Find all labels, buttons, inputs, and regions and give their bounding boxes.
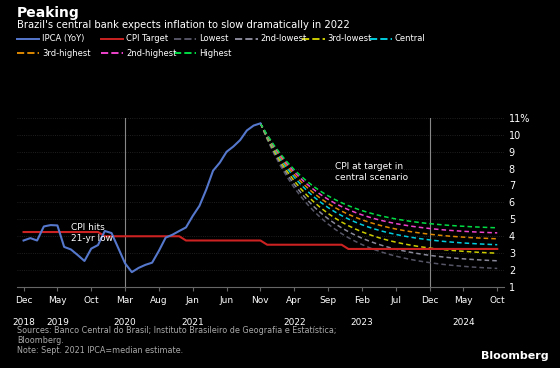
Text: 2023: 2023 (351, 318, 374, 326)
Text: 3rd-highest: 3rd-highest (42, 49, 91, 58)
Text: 2020: 2020 (114, 318, 137, 326)
Text: IPCA (YoY): IPCA (YoY) (42, 34, 85, 43)
Text: Lowest: Lowest (199, 34, 228, 43)
Text: 2021: 2021 (181, 318, 204, 326)
Text: Sources: Banco Central do Brasil; Instituto Brasileiro de Geografia e Estatístic: Sources: Banco Central do Brasil; Instit… (17, 326, 337, 355)
Text: 2nd-lowest: 2nd-lowest (260, 34, 307, 43)
Text: CPI at target in
central scenario: CPI at target in central scenario (335, 162, 408, 182)
Text: 2022: 2022 (283, 318, 306, 326)
Text: Central: Central (395, 34, 426, 43)
Text: Bloomberg: Bloomberg (481, 351, 549, 361)
Text: Highest: Highest (199, 49, 231, 58)
Text: Peaking: Peaking (17, 6, 80, 20)
Text: CPI Target: CPI Target (126, 34, 168, 43)
Text: CPI hits
21-yr low: CPI hits 21-yr low (71, 223, 113, 243)
Text: 2018: 2018 (12, 318, 35, 326)
Text: 2024: 2024 (452, 318, 475, 326)
Text: 2019: 2019 (46, 318, 69, 326)
Text: Brazil's central bank expects inflation to slow dramatically in 2022: Brazil's central bank expects inflation … (17, 20, 349, 30)
Text: 3rd-lowest: 3rd-lowest (328, 34, 372, 43)
Text: 2nd-highest: 2nd-highest (126, 49, 176, 58)
